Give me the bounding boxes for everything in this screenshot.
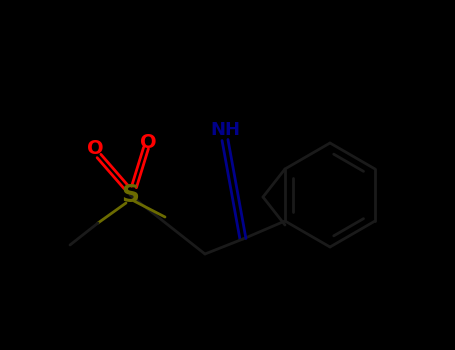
Text: S: S (121, 183, 139, 207)
Text: O: O (87, 139, 103, 158)
Text: O: O (140, 133, 157, 152)
Text: NH: NH (210, 121, 240, 139)
